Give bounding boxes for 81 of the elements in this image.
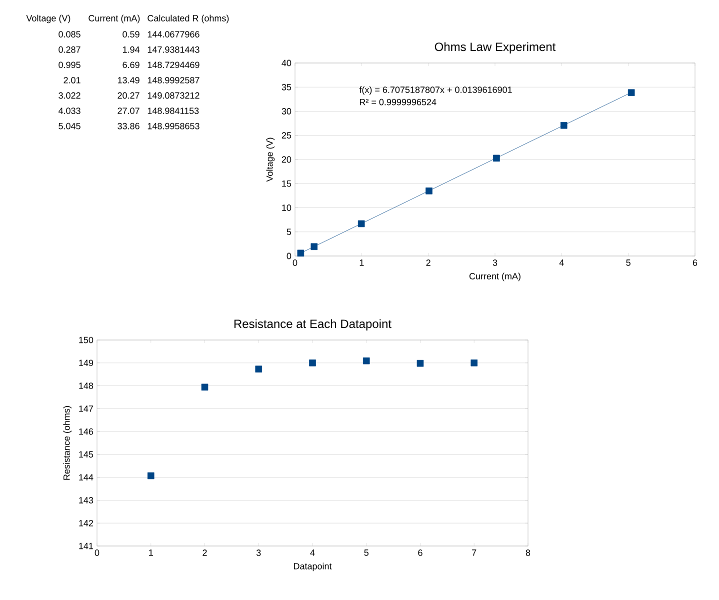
x-tick-label: 2 <box>202 550 207 556</box>
x-tick-label: 0 <box>292 260 298 266</box>
x-tick-label: 3 <box>256 550 261 556</box>
point <box>201 384 208 391</box>
y-tick-label: 146 <box>79 428 94 435</box>
point <box>362 357 370 364</box>
point <box>416 360 424 367</box>
text: 33.86 <box>118 122 140 130</box>
text: 1.94 <box>122 46 140 53</box>
x-tick-label: 1 <box>149 550 153 556</box>
point <box>310 243 318 250</box>
y-tick-label: 5 <box>286 228 292 236</box>
y-tick-label: 30 <box>282 108 292 114</box>
y-tick-label: 144 <box>79 474 94 480</box>
text: 13.49 <box>118 77 140 84</box>
annotation: f(x) = 6.7075187807x + 0.0139616901 <box>359 86 512 95</box>
chart-title: Resistance at Each Datapoint <box>234 319 392 330</box>
text: 2.01 <box>64 77 80 84</box>
point <box>309 359 316 366</box>
point <box>493 154 500 162</box>
text: 147.9381443 <box>148 46 200 53</box>
x-tick-label: 7 <box>472 550 476 556</box>
y-tick-label: 150 <box>79 336 94 344</box>
y-axis-title: Voltage (V) <box>266 138 275 182</box>
point <box>297 250 304 257</box>
y-tick-label: 147 <box>79 406 94 412</box>
text: 0.287 <box>58 46 80 53</box>
text: 148.9958653 <box>148 122 200 130</box>
text: 27.07 <box>118 108 140 114</box>
point <box>358 220 365 228</box>
y-tick-label: 145 <box>79 451 94 458</box>
text: 4.033 <box>58 108 80 114</box>
text: 148.9992587 <box>148 77 200 84</box>
y-tick-label: 143 <box>79 497 94 504</box>
x-tick-label: 6 <box>692 260 698 266</box>
x-tick-label: 5 <box>364 550 368 556</box>
y-tick-label: 149 <box>79 360 94 366</box>
y-tick-label: 141 <box>79 542 94 550</box>
y-tick-label: 20 <box>282 156 292 163</box>
x-tick-label: 6 <box>418 550 422 556</box>
text: 149.0873212 <box>148 92 200 99</box>
text: 5.045 <box>58 122 80 130</box>
text: 0.995 <box>58 62 80 68</box>
x-tick-label: 3 <box>492 260 498 266</box>
x-tick-label: 2 <box>426 260 430 266</box>
x-tick-label: 8 <box>526 550 530 556</box>
text: 6.69 <box>122 62 140 68</box>
x-tick-label: 4 <box>310 550 315 556</box>
y-tick-label: 15 <box>282 180 292 187</box>
chart-title: Ohms Law Experiment <box>434 42 556 54</box>
y-axis-title: Resistance (ohms) <box>63 406 72 480</box>
y-tick-label: 25 <box>282 132 292 139</box>
y-tick-label: 0 <box>286 252 292 260</box>
text: Voltage (V) <box>26 14 70 24</box>
point <box>628 89 635 96</box>
text: 0.59 <box>122 31 140 38</box>
y-tick-label: 10 <box>282 204 292 211</box>
y-tick-label: 35 <box>282 84 292 90</box>
text: 144.0677966 <box>148 31 200 38</box>
text: Calculated R (ohms) <box>148 14 229 24</box>
y-tick-label: 40 <box>282 60 292 66</box>
x-tick-label: 1 <box>360 260 364 266</box>
text: Current (mA) <box>88 14 140 24</box>
x-tick-label: 5 <box>626 260 630 266</box>
point <box>147 472 154 480</box>
point <box>470 359 478 366</box>
y-tick-label: 142 <box>79 520 94 526</box>
annotation: R² = 0.9999996524 <box>360 98 436 106</box>
point <box>426 188 432 194</box>
point <box>255 366 262 372</box>
text: 148.9841153 <box>148 108 199 114</box>
text: 3.022 <box>58 92 80 99</box>
x-axis-title: Datapoint <box>294 562 332 572</box>
text: 0.085 <box>58 31 80 38</box>
point <box>560 122 568 129</box>
x-tick-label: 0 <box>94 550 100 556</box>
x-axis-title: Current (mA) <box>469 272 520 282</box>
y-tick-label: 148 <box>79 382 94 389</box>
text: 20.27 <box>118 92 140 99</box>
text: 148.7294469 <box>148 62 200 68</box>
x-tick-label: 4 <box>559 260 564 266</box>
